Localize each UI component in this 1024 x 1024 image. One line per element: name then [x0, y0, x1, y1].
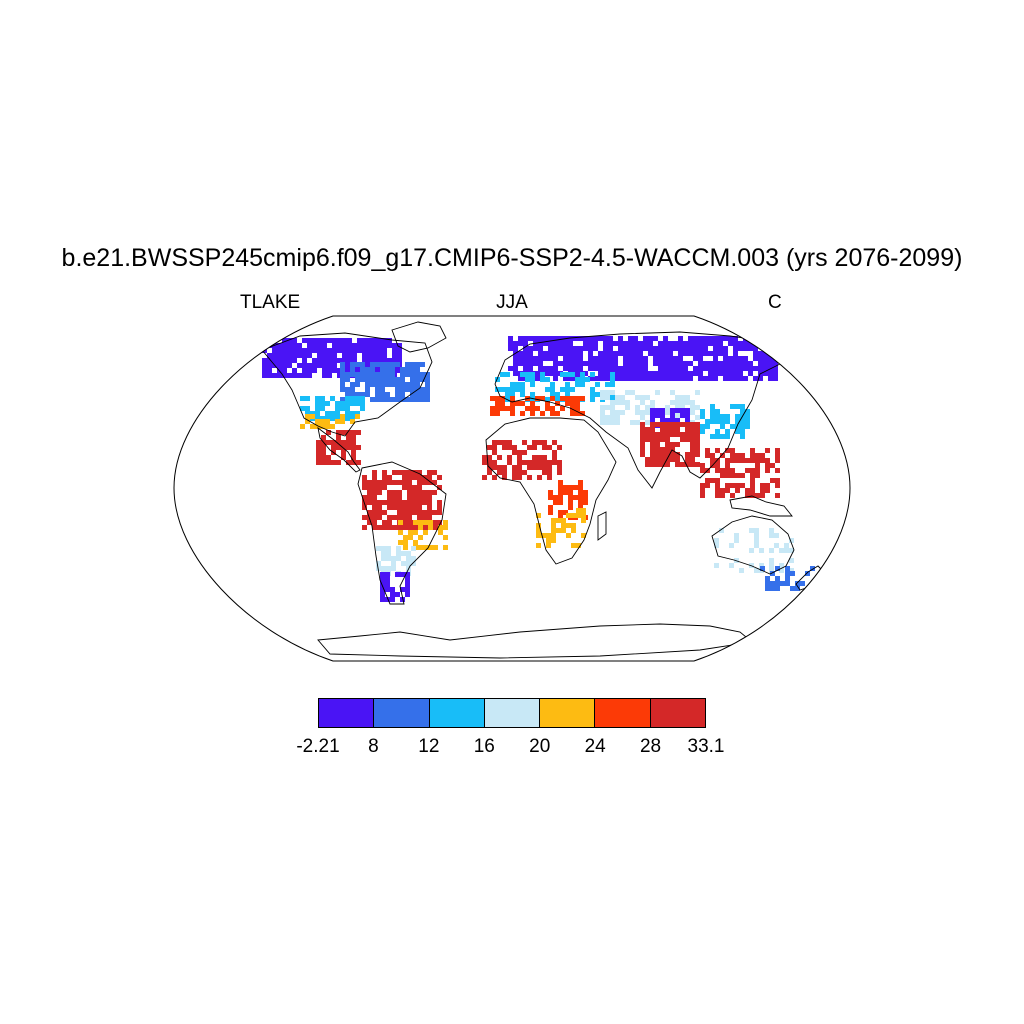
- units-label: C: [768, 292, 782, 313]
- region-argentina: [376, 546, 416, 576]
- legend-tick-label: 28: [639, 736, 662, 757]
- region-australia: [714, 528, 794, 573]
- region-southeast-asia: [700, 448, 780, 498]
- legend-swatch: [484, 699, 541, 727]
- legend-tick-label: 33.1: [687, 736, 725, 757]
- region-sahel: [482, 440, 562, 480]
- region-east-africa: [548, 480, 588, 520]
- variable-label: TLAKE: [240, 292, 301, 313]
- region-eastern-canada: [340, 362, 430, 402]
- coastlines: [261, 321, 825, 659]
- legend-swatch: [429, 699, 485, 727]
- region-east-china: [700, 404, 750, 439]
- legend-tick-label: 12: [418, 736, 440, 757]
- legend-swatch: [374, 699, 430, 727]
- legend-tick-label: 24: [584, 736, 606, 757]
- region-patagonia: [380, 572, 410, 602]
- region-southern-africa: [536, 508, 586, 548]
- legend-tick-label: -2.21: [296, 736, 340, 757]
- legend-swatch: [319, 699, 375, 727]
- legend-swatch: [540, 699, 596, 727]
- map-border: [173, 315, 851, 662]
- region-scandinavia-russia: [508, 336, 778, 381]
- plot-title: b.e21.BWSSP245cmip6.f09_g17.CMIP6-SSP2-4…: [61, 244, 963, 272]
- region-central-america: [316, 430, 361, 465]
- legend-tick-label: 8: [368, 736, 379, 757]
- region-india: [640, 422, 700, 467]
- legend-tick-label: 16: [473, 736, 495, 757]
- region-central-asia: [600, 390, 700, 425]
- season-label: JJA: [496, 292, 528, 313]
- region-southern-united-states: [300, 414, 360, 429]
- legend-tick-label: 20: [529, 736, 551, 757]
- region-mediterranean: [490, 396, 585, 416]
- legend-swatch: [650, 699, 705, 727]
- legend-swatch: [595, 699, 651, 727]
- color-legend: [318, 698, 706, 728]
- region-southern-brazil: [398, 520, 448, 550]
